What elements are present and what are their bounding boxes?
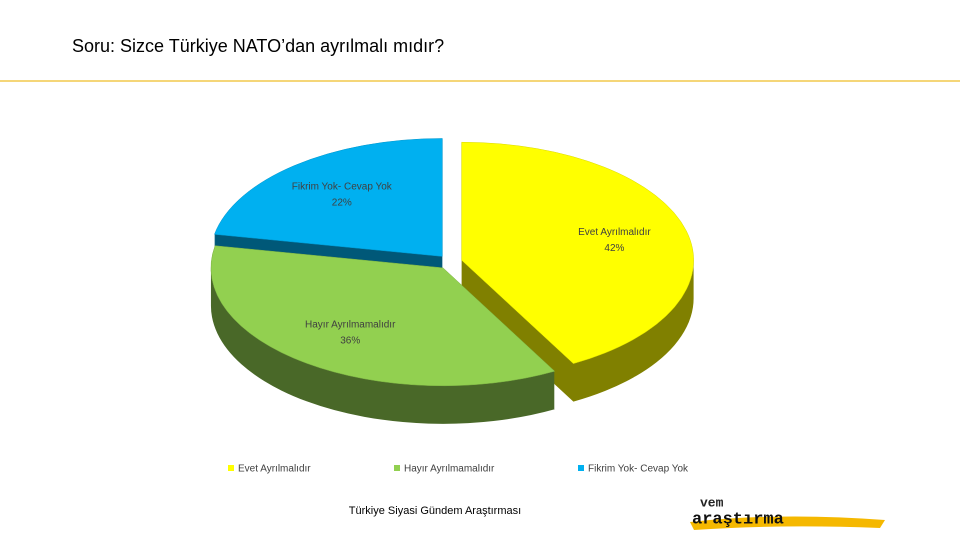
slice-label: Hayır Ayrılmamalıdır (305, 319, 396, 330)
slide-title: Soru: Sizce Türkiye NATO’dan ayrılmalı m… (72, 36, 444, 56)
pie-slice (210, 245, 556, 387)
legend-swatch (578, 465, 584, 471)
pie-slice (214, 138, 443, 257)
legend-label: Hayır Ayrılmamalıdır (404, 464, 495, 475)
logo-swoosh (690, 516, 885, 530)
slice-label: Fikrim Yok- Cevap Yok (292, 181, 393, 192)
pie-slice (461, 141, 694, 364)
slice-value-label: 22% (332, 197, 352, 208)
slice-label: Evet Ayrılmalıdır (578, 227, 651, 238)
logo-bottom: araştırma (692, 510, 784, 529)
slice-value-label: 42% (604, 243, 624, 254)
logo-top: vem (700, 495, 724, 510)
legend-label: Evet Ayrılmalıdır (238, 464, 311, 475)
logo: vem araştırma (690, 495, 885, 530)
slice-value-label: 36% (340, 335, 360, 346)
footer: Türkiye Siyasi Gündem Araştırması (349, 505, 521, 517)
legend-label: Fikrim Yok- Cevap Yok (588, 464, 689, 475)
legend-swatch (394, 465, 400, 471)
legend-swatch (228, 465, 234, 471)
